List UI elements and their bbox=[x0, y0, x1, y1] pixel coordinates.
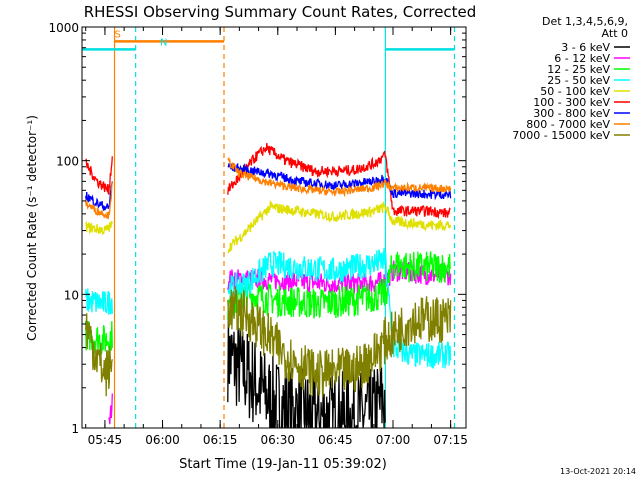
x-tick-label-4: 06:45 bbox=[318, 433, 353, 447]
y-tick-label-3: 1000 bbox=[48, 21, 79, 35]
legend-label-1: 6 - 12 keV bbox=[554, 52, 610, 65]
legend-label-5: 100 - 300 keV bbox=[533, 96, 610, 109]
series-line-4-seg-0 bbox=[85, 219, 113, 235]
legend-label-6: 300 - 800 keV bbox=[533, 107, 610, 120]
x-tick-label-6: 07:15 bbox=[433, 433, 468, 447]
series-line-7-seg-0 bbox=[85, 182, 113, 220]
legend-label-4: 50 - 100 keV bbox=[540, 85, 610, 98]
legend-header-line-2: Att 0 bbox=[602, 27, 628, 40]
series-line-6-seg-1 bbox=[227, 162, 452, 201]
series-line-2-seg-0 bbox=[85, 320, 113, 355]
series-line-5-seg-1 bbox=[227, 143, 451, 220]
x-axis-label: Start Time (19-Jan-11 05:39:02) bbox=[179, 457, 387, 472]
chart-title: RHESSI Observing Summary Count Rates, Co… bbox=[84, 3, 477, 21]
series-line-1-seg-0 bbox=[108, 393, 113, 425]
y-tick-label-1: 10 bbox=[64, 288, 79, 302]
axes: 1 10 100 1000 05:45 06:00 06:15 06:30 06:45 07:00… bbox=[48, 21, 467, 447]
series-line-8-seg-0 bbox=[85, 313, 113, 397]
series-line-8-seg-1 bbox=[227, 286, 452, 398]
series-line-7-seg-1 bbox=[227, 156, 452, 198]
plot-frame bbox=[81, 26, 467, 429]
legend-label-3: 25 - 50 keV bbox=[547, 74, 610, 87]
x-tick-label-3: 06:30 bbox=[260, 433, 295, 447]
series-line-4-seg-1 bbox=[227, 199, 452, 254]
legend-label-7: 800 - 7000 keV bbox=[526, 118, 610, 131]
footer-timestamp: 13-Oct-2021 20:14 bbox=[560, 467, 636, 476]
series-line-3-seg-0 bbox=[85, 288, 113, 315]
plot-area: SN bbox=[82, 27, 456, 428]
series-line-5-seg-0 bbox=[85, 156, 113, 195]
y-tick-label-2: 100 bbox=[56, 155, 79, 169]
series-line-6-seg-0 bbox=[85, 181, 113, 211]
series-line-3-seg-1 bbox=[227, 247, 452, 369]
x-tick-label-2: 06:15 bbox=[203, 433, 238, 447]
legend-label-8: 7000 - 15000 keV bbox=[512, 129, 610, 142]
legend-label-2: 12 - 25 keV bbox=[547, 63, 610, 76]
series-line-2-seg-1 bbox=[227, 251, 452, 320]
series-group bbox=[82, 27, 456, 428]
y-axis-label: Corrected Count Rate (s⁻¹ detector⁻¹) bbox=[25, 115, 39, 341]
x-tick-label-1: 06:00 bbox=[145, 433, 180, 447]
x-tick-label-0: 05:45 bbox=[88, 433, 123, 447]
y-tick-label-0: 1 bbox=[71, 422, 79, 436]
series-line-0-seg-0 bbox=[227, 316, 386, 428]
legend-header-line-1: Det 1,3,4,5,6,9, bbox=[542, 15, 628, 28]
x-tick-label-5: 07:00 bbox=[376, 433, 411, 447]
flag-label-0: S bbox=[115, 29, 121, 40]
flag-label-1: N bbox=[160, 37, 167, 48]
legend-label-0: 3 - 6 keV bbox=[561, 41, 610, 54]
